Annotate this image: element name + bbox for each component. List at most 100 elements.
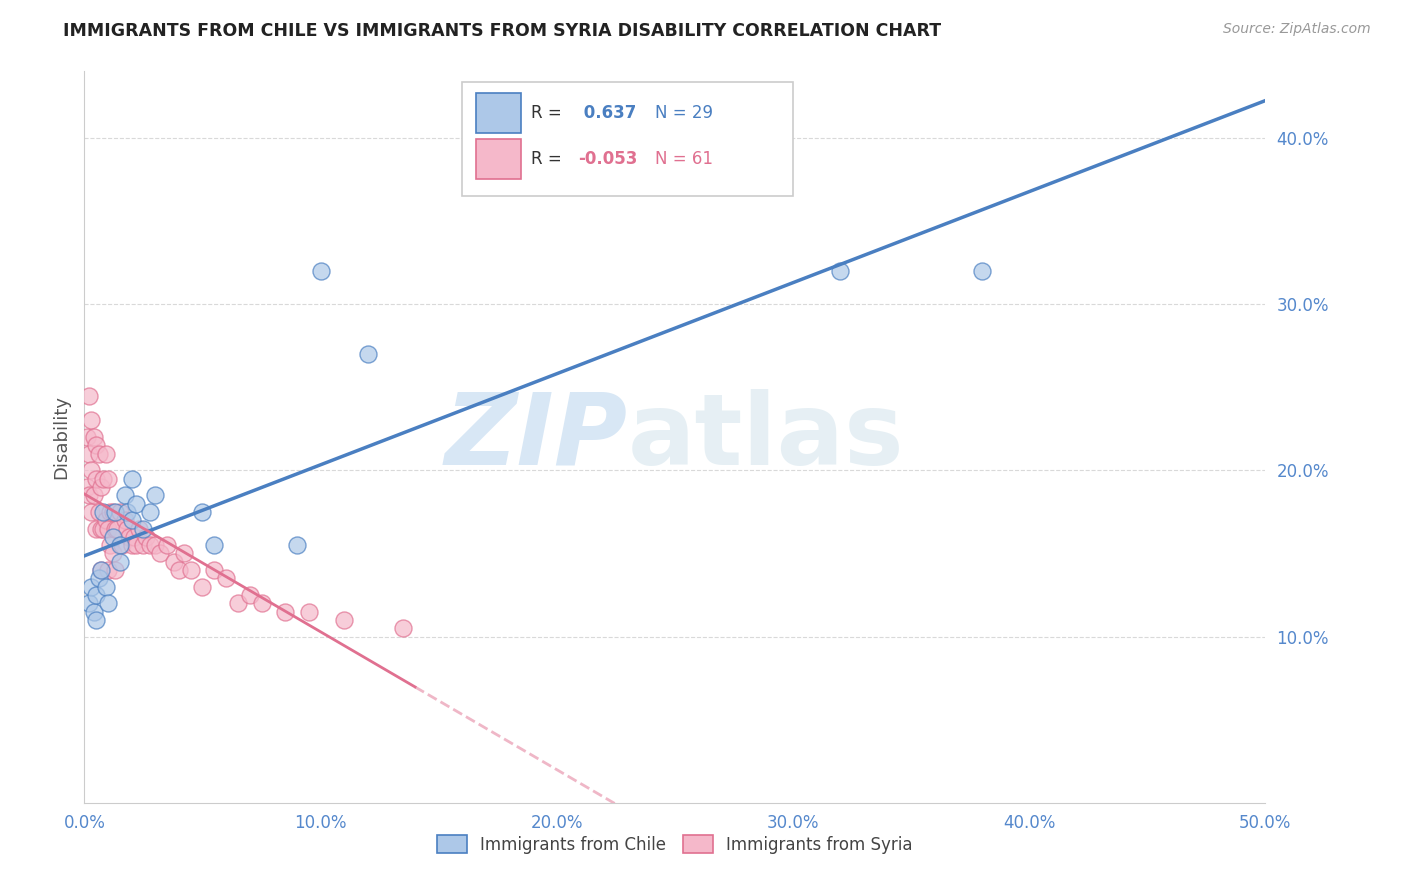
Point: [108, 555, 131, 569]
Point: [80, 580, 103, 594]
Point: [180, 563, 202, 577]
Point: [114, 488, 136, 502]
Point: [77, 488, 100, 502]
Point: [87, 447, 110, 461]
Point: [94, 447, 117, 461]
Text: IMMIGRANTS FROM CHILE VS IMMIGRANTS FROM SYRIA DISABILITY CORRELATION CHART: IMMIGRANTS FROM CHILE VS IMMIGRANTS FROM…: [63, 22, 942, 40]
Text: R =: R =: [531, 104, 561, 122]
Point: [121, 472, 143, 486]
Point: [121, 513, 143, 527]
Point: [84, 472, 107, 486]
Point: [156, 538, 179, 552]
Point: [84, 613, 107, 627]
Point: [191, 580, 214, 594]
Point: [101, 505, 124, 519]
Legend: Immigrants from Chile, Immigrants from Syria: Immigrants from Chile, Immigrants from S…: [430, 829, 920, 860]
Point: [84, 588, 107, 602]
Point: [94, 513, 117, 527]
FancyBboxPatch shape: [477, 139, 522, 179]
Point: [139, 505, 162, 519]
Text: Source: ZipAtlas.com: Source: ZipAtlas.com: [1223, 22, 1371, 37]
Point: [91, 472, 114, 486]
Point: [115, 521, 138, 535]
Point: [80, 413, 103, 427]
Point: [108, 538, 131, 552]
Point: [128, 521, 150, 535]
Point: [333, 613, 356, 627]
Point: [77, 596, 100, 610]
Point: [115, 505, 138, 519]
Point: [191, 505, 214, 519]
Point: [98, 505, 121, 519]
Point: [90, 563, 112, 577]
Text: R =: R =: [531, 150, 561, 168]
Text: N = 29: N = 29: [655, 104, 713, 122]
Point: [122, 530, 145, 544]
Point: [97, 472, 120, 486]
Point: [309, 264, 332, 278]
Point: [285, 538, 308, 552]
Point: [77, 388, 100, 402]
Point: [114, 513, 136, 527]
Point: [274, 605, 297, 619]
Point: [90, 521, 112, 535]
Point: [104, 521, 127, 535]
Point: [91, 521, 114, 535]
Point: [167, 563, 190, 577]
Point: [87, 505, 110, 519]
Point: [83, 488, 105, 502]
Point: [76, 430, 98, 444]
Point: [80, 505, 103, 519]
FancyBboxPatch shape: [477, 93, 522, 133]
Text: ZIP: ZIP: [444, 389, 627, 485]
Point: [202, 563, 225, 577]
Point: [101, 546, 124, 560]
Point: [104, 563, 127, 577]
Point: [108, 505, 131, 519]
Point: [76, 480, 98, 494]
Point: [94, 580, 117, 594]
Y-axis label: Disability: Disability: [52, 395, 70, 479]
Point: [90, 563, 112, 577]
Point: [125, 538, 148, 552]
Point: [163, 555, 186, 569]
Point: [239, 588, 262, 602]
Point: [139, 538, 162, 552]
Point: [250, 596, 273, 610]
Point: [98, 538, 121, 552]
Point: [111, 538, 134, 552]
Point: [970, 264, 993, 278]
Point: [104, 505, 127, 519]
Point: [83, 430, 105, 444]
Point: [87, 571, 110, 585]
Point: [143, 538, 166, 552]
Text: -0.053: -0.053: [578, 150, 637, 168]
Point: [84, 438, 107, 452]
Point: [107, 521, 129, 535]
Point: [143, 488, 166, 502]
Text: atlas: atlas: [627, 389, 904, 485]
Point: [121, 538, 143, 552]
Point: [83, 605, 105, 619]
Point: [149, 546, 172, 560]
Point: [90, 480, 112, 494]
Point: [101, 530, 124, 544]
Point: [357, 347, 380, 361]
Point: [84, 521, 107, 535]
Text: N = 61: N = 61: [655, 150, 713, 168]
Point: [132, 538, 155, 552]
Point: [91, 505, 114, 519]
Point: [226, 596, 249, 610]
Point: [77, 447, 100, 461]
Point: [392, 621, 415, 635]
Point: [215, 571, 238, 585]
Point: [135, 530, 157, 544]
Point: [80, 463, 103, 477]
Point: [97, 563, 120, 577]
Point: [125, 497, 148, 511]
Point: [97, 596, 120, 610]
Point: [298, 605, 321, 619]
Text: 0.637: 0.637: [578, 104, 637, 122]
FancyBboxPatch shape: [463, 82, 793, 195]
Point: [97, 521, 120, 535]
